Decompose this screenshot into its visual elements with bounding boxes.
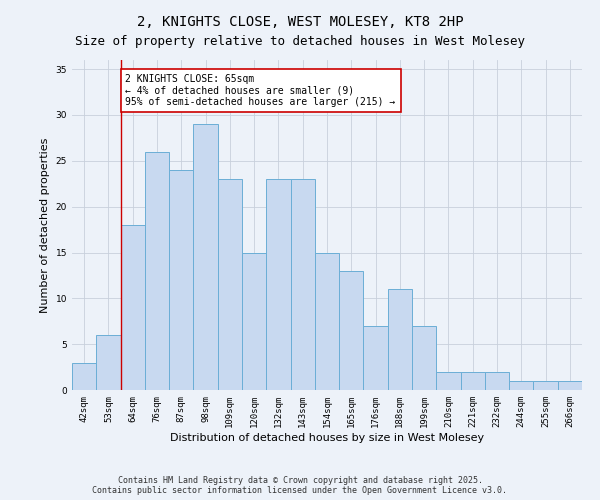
Bar [412, 326, 436, 390]
Bar [218, 179, 242, 390]
Bar [290, 179, 315, 390]
X-axis label: Distribution of detached houses by size in West Molesey: Distribution of detached houses by size … [170, 432, 484, 442]
Bar [461, 372, 485, 390]
Bar [242, 252, 266, 390]
Bar [485, 372, 509, 390]
Text: 2 KNIGHTS CLOSE: 65sqm
← 4% of detached houses are smaller (9)
95% of semi-detac: 2 KNIGHTS CLOSE: 65sqm ← 4% of detached … [125, 74, 395, 107]
Bar [169, 170, 193, 390]
Bar [193, 124, 218, 390]
Bar [96, 335, 121, 390]
Text: Size of property relative to detached houses in West Molesey: Size of property relative to detached ho… [75, 35, 525, 48]
Bar [339, 271, 364, 390]
Bar [509, 381, 533, 390]
Y-axis label: Number of detached properties: Number of detached properties [40, 138, 50, 312]
Bar [436, 372, 461, 390]
Bar [266, 179, 290, 390]
Bar [558, 381, 582, 390]
Bar [388, 289, 412, 390]
Bar [315, 252, 339, 390]
Bar [364, 326, 388, 390]
Bar [533, 381, 558, 390]
Bar [145, 152, 169, 390]
Text: 2, KNIGHTS CLOSE, WEST MOLESEY, KT8 2HP: 2, KNIGHTS CLOSE, WEST MOLESEY, KT8 2HP [137, 15, 463, 29]
Bar [121, 225, 145, 390]
Bar [72, 362, 96, 390]
Text: Contains HM Land Registry data © Crown copyright and database right 2025.
Contai: Contains HM Land Registry data © Crown c… [92, 476, 508, 495]
